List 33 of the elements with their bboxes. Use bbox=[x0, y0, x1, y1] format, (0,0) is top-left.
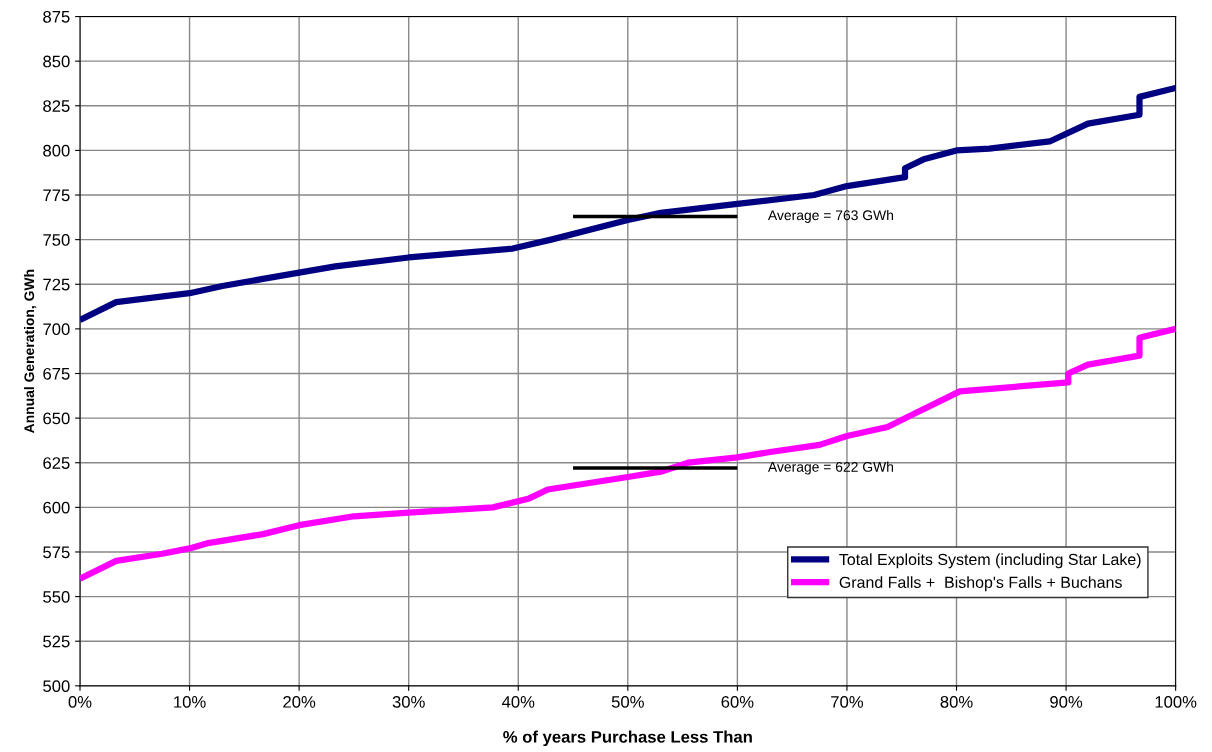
y-tick-label: 850 bbox=[43, 55, 70, 68]
y-tick-label: 525 bbox=[43, 635, 70, 648]
legend-label: Total Exploits System (including Star Lake) bbox=[839, 553, 1141, 569]
annotation: Average = 763 GWh bbox=[767, 209, 894, 223]
x-tick-label: 60% bbox=[721, 695, 754, 708]
x-tick-label: 10% bbox=[174, 695, 206, 708]
y-tick-label: 825 bbox=[43, 100, 70, 112]
y-tick-label: 500 bbox=[43, 680, 70, 693]
y-tick-label: 750 bbox=[43, 234, 70, 246]
y-tick-label: 650 bbox=[43, 412, 70, 425]
x-tick-label: 0% bbox=[68, 695, 92, 708]
y-tick-label: 725 bbox=[43, 278, 70, 291]
y-tick-label: 775 bbox=[43, 189, 70, 202]
y-tick-label: 700 bbox=[43, 323, 70, 336]
x-tick-label: 80% bbox=[940, 695, 973, 708]
x-tick-label: 100% bbox=[1155, 695, 1197, 708]
y-tick-label: 675 bbox=[43, 367, 70, 380]
y-tick-label: 600 bbox=[43, 501, 70, 514]
x-tick-label: 50% bbox=[611, 695, 644, 708]
legend-label: Grand Falls + Bishop's Falls + Buchans bbox=[839, 576, 1122, 592]
y-tick-label: 625 bbox=[43, 457, 70, 469]
x-tick-label: 70% bbox=[831, 695, 864, 708]
x-tick-label: 40% bbox=[501, 695, 535, 708]
y-axis-title: Annual Generation, GWh bbox=[23, 269, 37, 434]
x-axis-title: % of years Purchase Less Than bbox=[503, 730, 752, 747]
annotation: Average = 622 GWh bbox=[767, 461, 894, 475]
x-tick-label: 30% bbox=[392, 695, 425, 708]
y-tick-label: 800 bbox=[43, 144, 70, 157]
x-tick-label: 20% bbox=[283, 695, 316, 708]
y-tick-label: 575 bbox=[43, 546, 70, 559]
x-tick-label: 90% bbox=[1050, 695, 1083, 708]
y-tick-label: 550 bbox=[43, 590, 70, 603]
y-tick-label: 875 bbox=[43, 10, 70, 23]
